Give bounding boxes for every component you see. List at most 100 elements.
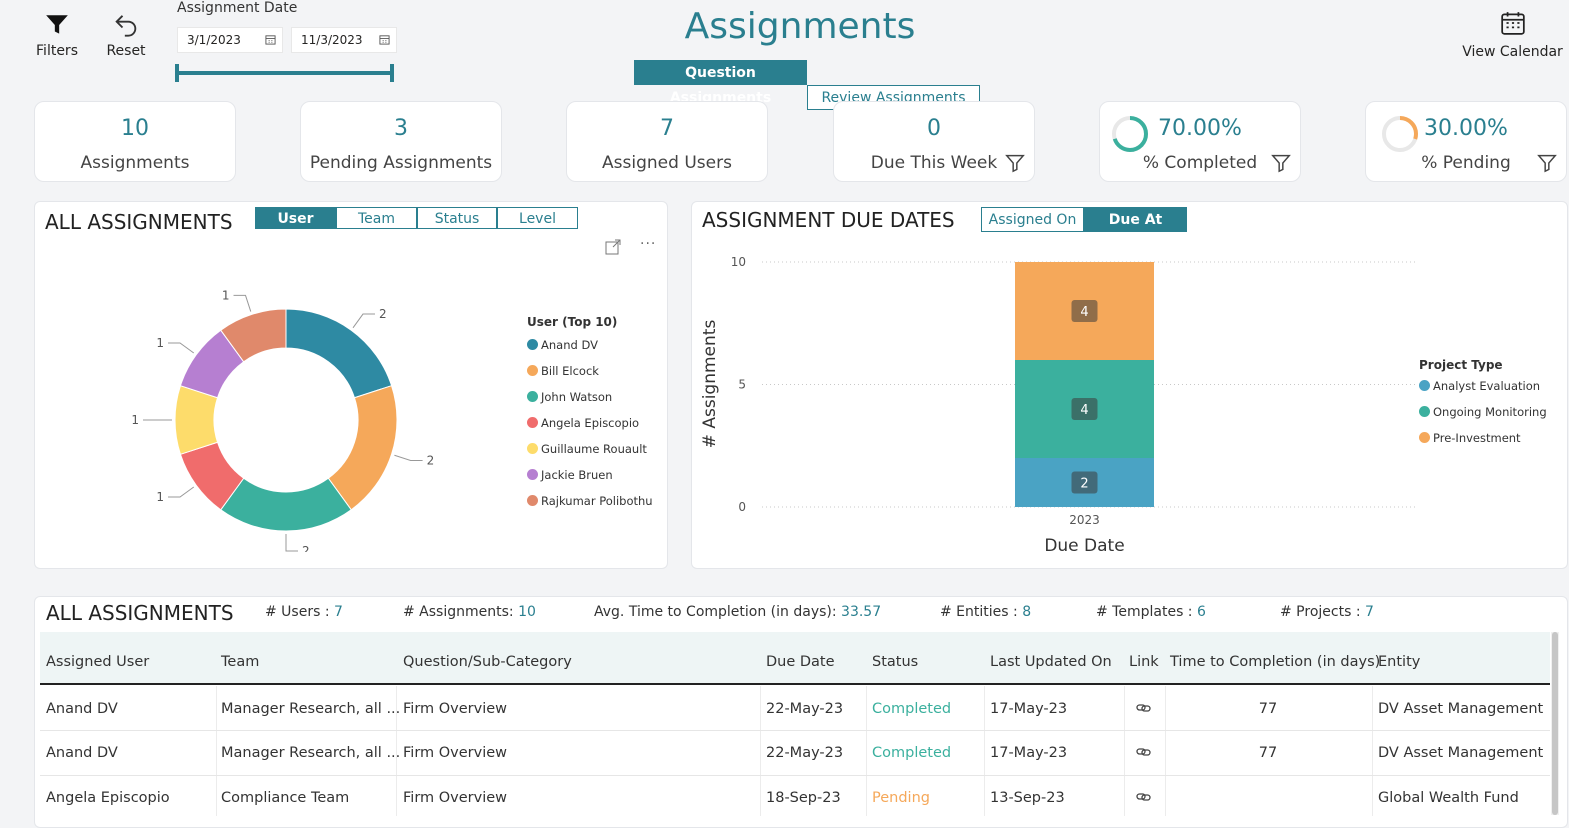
cell-team: Compliance Team <box>221 790 350 806</box>
kpi-label: Pending Assignments <box>309 153 493 173</box>
legend-item-ongoing-monitoring[interactable]: Ongoing Monitoring <box>1419 405 1547 419</box>
calendar-icon <box>1500 12 1525 35</box>
cell-last-updated: 13-Sep-23 <box>990 790 1065 806</box>
legend-label: Ongoing Monitoring <box>1433 405 1547 419</box>
col-divider <box>216 686 217 816</box>
col-divider <box>760 686 761 816</box>
date-range-slider[interactable] <box>175 62 395 84</box>
kpi-card-completed: 70.00% % Completed <box>1099 101 1301 182</box>
more-options-icon[interactable]: ··· <box>640 236 657 252</box>
legend-label: Bill Elcock <box>541 364 599 378</box>
legend-item-bill-elcock[interactable]: Bill Elcock <box>527 364 599 378</box>
tab-status[interactable]: Status <box>417 207 497 229</box>
col-question[interactable]: Question/Sub-Category <box>403 654 572 670</box>
legend-label: Jackie Bruen <box>541 468 613 482</box>
legend-item-anand-dv[interactable]: Anand DV <box>527 338 598 352</box>
funnel-filter-icon[interactable] <box>1270 152 1292 174</box>
pending-ring-fill <box>1382 116 1418 152</box>
donut-chart: 2 2 2 1 1 1 1 <box>131 288 434 552</box>
col-assigned-user[interactable]: Assigned User <box>46 654 150 670</box>
undo-icon <box>115 15 137 37</box>
date-to-input[interactable]: 11/3/2023 <box>291 27 397 53</box>
col-due-date[interactable]: Due Date <box>766 654 835 670</box>
table-scrollbar[interactable] <box>1551 632 1559 815</box>
date-to-value: 11/3/2023 <box>301 33 363 47</box>
tab-due-at[interactable]: Due At <box>1084 207 1187 232</box>
col-divider <box>1124 686 1125 816</box>
scrollbar-thumb[interactable] <box>1552 632 1558 815</box>
cell-last-updated: 17-May-23 <box>990 701 1068 717</box>
kpi-card-assignments: 10 Assignments <box>34 101 236 182</box>
legend-item-john-watson[interactable]: John Watson <box>527 390 612 404</box>
kpi-label: % Pending <box>1421 153 1511 173</box>
legend-item-analyst-evaluation[interactable]: Analyst Evaluation <box>1419 379 1540 393</box>
kpi-value: 3 <box>394 116 408 141</box>
legend-item-jackie-bruen[interactable]: Jackie Bruen <box>527 468 613 482</box>
cell-entity: DV Asset Management <box>1378 701 1544 717</box>
panel-title: ALL ASSIGNMENTS <box>45 210 233 234</box>
tab-team[interactable]: Team <box>336 207 417 229</box>
date-from-input[interactable]: 3/1/2023 <box>177 27 283 53</box>
cell-entity: DV Asset Management <box>1378 745 1544 761</box>
donut-data-label: 1 <box>222 288 230 302</box>
legend-item-angela-episcopio[interactable]: Angela Episcopio <box>527 416 639 430</box>
col-divider <box>866 686 867 816</box>
reset-button[interactable]: Reset <box>100 10 152 64</box>
donut-leader-line <box>352 313 375 329</box>
cell-team: Manager Research, all ... <box>221 701 401 717</box>
link-icon[interactable] <box>1136 791 1152 803</box>
kpi-card-pending-assignments: 3 Pending Assignments <box>300 101 502 182</box>
donut-slice-john-watson[interactable] <box>220 477 352 532</box>
col-status[interactable]: Status <box>872 654 919 670</box>
legend-swatch <box>527 417 538 428</box>
col-last-updated[interactable]: Last Updated On <box>990 654 1112 670</box>
col-link[interactable]: Link <box>1129 654 1159 670</box>
tab-user[interactable]: User <box>255 207 336 229</box>
col-time-to-completion[interactable]: Time to Completion (in days) <box>1170 654 1381 670</box>
legend-item-guillaume-rouault[interactable]: Guillaume Rouault <box>527 442 647 456</box>
legend-label: Guillaume Rouault <box>541 442 647 456</box>
filters-label: Filters <box>36 43 78 59</box>
focus-mode-icon[interactable] <box>605 239 621 255</box>
donut-slice-rajkumar-polibothu[interactable] <box>220 308 287 363</box>
slider-handle-end[interactable] <box>390 64 394 82</box>
tab-assigned-on[interactable]: Assigned On <box>981 207 1084 232</box>
calendar-small-icon <box>265 35 276 45</box>
view-calendar-button[interactable]: View Calendar <box>1460 10 1565 66</box>
col-team[interactable]: Team <box>221 654 260 670</box>
cell-question: Firm Overview <box>403 701 508 717</box>
donut-data-label: 1 <box>131 413 139 427</box>
panel-title: ASSIGNMENT DUE DATES <box>702 208 955 232</box>
funnel-filter-icon[interactable] <box>1004 152 1026 174</box>
data-label-bg <box>1071 300 1098 322</box>
slider-handle-start[interactable] <box>175 64 179 82</box>
link-icon[interactable] <box>1136 702 1152 714</box>
donut-data-label: 2 <box>379 307 387 321</box>
kpi-card-assigned-users: 7 Assigned Users <box>566 101 768 182</box>
legend-item-rajkumar-polibothu[interactable]: Rajkumar Polibothu <box>527 494 653 508</box>
reset-label: Reset <box>106 43 146 59</box>
link-icon[interactable] <box>1136 746 1152 758</box>
funnel-filter-icon[interactable] <box>1536 152 1558 174</box>
x-tick-label: 2023 <box>1069 513 1100 527</box>
legend-item-pre-investment[interactable]: Pre-Investment <box>1419 431 1521 445</box>
donut-slice-anand-dv[interactable] <box>285 308 393 399</box>
tab-level[interactable]: Level <box>497 207 578 229</box>
col-entity[interactable]: Entity <box>1378 654 1421 670</box>
cell-team: Manager Research, all ... <box>221 745 401 761</box>
calendar-small-icon <box>379 35 390 45</box>
legend-label: Analyst Evaluation <box>1433 379 1541 393</box>
legend-swatch <box>1419 432 1430 443</box>
filters-button[interactable]: Filters <box>32 12 82 64</box>
date-from-value: 3/1/2023 <box>187 33 241 47</box>
donut-leader-line <box>168 342 195 354</box>
donut-slice-bill-elcock[interactable] <box>327 385 398 511</box>
slider-track <box>175 71 394 75</box>
table-header-row <box>40 632 1550 685</box>
stat-assignments: # Assignments: 10 <box>403 604 536 620</box>
cell-due-date: 22-May-23 <box>766 745 844 761</box>
stacked-bar-chart: 0 5 10 2 4 4 2023 Due Date # Assignments <box>700 255 1417 556</box>
date-label: Assignment Date <box>177 0 298 16</box>
tab-question-assignments[interactable]: Question Assignments <box>634 60 807 106</box>
all-assignments-donut-panel: ALL ASSIGNMENTS User Team Status Level ··· … <box>34 201 668 569</box>
